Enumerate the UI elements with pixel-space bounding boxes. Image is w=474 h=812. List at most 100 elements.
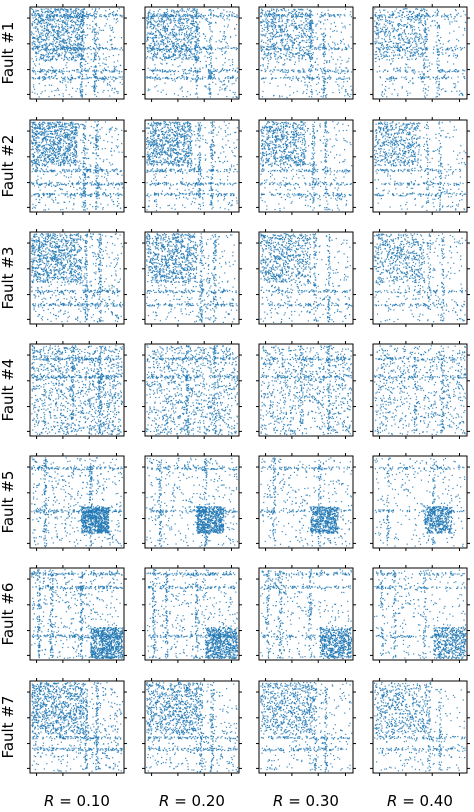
data-point [267,31,268,32]
data-point [95,13,96,14]
data-point [62,71,63,72]
data-point [79,38,80,39]
data-point [51,85,52,86]
data-point [268,49,269,50]
data-point [96,25,97,26]
data-point [174,22,175,23]
data-point [121,37,122,38]
data-point [76,17,77,18]
data-point [305,13,306,14]
data-point [236,49,237,50]
data-point [331,23,332,24]
data-point [324,56,325,57]
data-point [210,53,211,54]
data-point [114,71,115,72]
data-point [121,16,122,17]
data-point [291,24,292,25]
data-point [164,14,165,15]
data-point [322,48,323,49]
data-point [75,91,76,92]
data-point [90,15,91,16]
data-point [46,48,47,49]
data-point [150,45,151,46]
data-point [38,31,39,32]
data-point [285,74,286,75]
data-point [283,15,284,16]
data-point [305,18,306,19]
data-point [78,57,79,58]
data-point [33,46,34,47]
data-point [224,88,225,89]
data-point [119,49,120,50]
data-point [193,74,194,75]
data-point [46,11,47,12]
data-point [309,55,310,56]
data-point [346,48,347,49]
data-point [206,49,207,50]
data-point [348,61,349,62]
data-point [34,13,35,14]
data-point [59,94,60,95]
data-point [203,34,204,35]
data-point [272,28,273,29]
data-point [63,46,64,47]
data-point [176,41,177,42]
data-point [52,24,53,25]
data-point [60,32,61,33]
data-point [278,14,279,15]
data-point [81,70,82,71]
data-point [302,76,303,77]
data-point [85,94,86,95]
data-point [189,73,190,74]
data-point [186,96,187,97]
data-point [185,55,186,56]
data-point [260,45,261,46]
data-point [270,53,271,54]
data-point [80,43,81,44]
data-point [113,15,114,16]
data-point [52,56,53,57]
data-point [384,48,385,49]
data-point [280,53,281,54]
data-point [399,23,400,24]
data-point [233,13,234,14]
data-point [400,46,401,47]
data-point [383,49,384,50]
data-point [349,24,350,25]
data-point [261,25,262,26]
data-point [44,70,45,71]
data-point [51,48,52,49]
data-point [182,54,183,55]
data-point [116,66,117,67]
data-point [154,51,155,52]
data-point [344,70,345,71]
data-point [312,94,313,95]
data-point [94,85,95,86]
data-point [106,23,107,24]
data-point [411,14,412,15]
data-point [161,49,162,50]
data-point [34,63,35,64]
data-point [335,64,336,65]
data-point [310,61,311,62]
data-point [47,52,48,53]
data-point [95,73,96,74]
data-point [186,37,187,38]
data-point [189,33,190,34]
data-point [196,45,197,46]
data-point [231,14,232,15]
data-point [109,95,110,96]
data-point [227,18,228,19]
data-point [61,58,62,59]
data-point [40,50,41,51]
data-point [103,79,104,80]
data-point [66,87,67,88]
data-point [268,39,269,40]
data-point [69,43,70,44]
data-point [93,29,94,30]
data-point [67,39,68,40]
data-point [316,49,317,50]
data-point [98,56,99,57]
data-point [35,56,36,57]
data-point [217,48,218,49]
